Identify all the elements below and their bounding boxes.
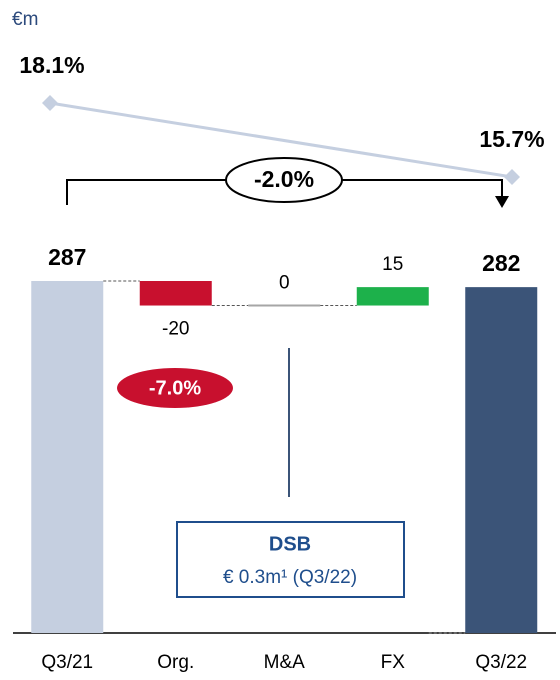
callout-title: DSB [269, 533, 311, 555]
value-label: 0 [279, 273, 290, 294]
change-ellipse [225, 157, 343, 203]
value-label: 287 [48, 244, 86, 270]
x-tick-label: Q3/21 [41, 652, 93, 673]
organic-change: -7.0% [149, 377, 201, 399]
x-tick-label: Org. [157, 652, 194, 673]
arrow-head [495, 196, 509, 208]
margin-point [42, 95, 58, 111]
value-label: -20 [162, 319, 189, 340]
value-label: 15 [382, 254, 403, 275]
margin-label: 15.7% [479, 126, 544, 152]
x-tick-label: Q3/22 [475, 652, 527, 673]
x-tick-label: FX [381, 652, 406, 673]
margin-line [49, 101, 513, 179]
margin-point [504, 169, 520, 185]
bar [31, 280, 104, 633]
callout-box [176, 521, 405, 598]
bar [139, 280, 212, 306]
value-label: 282 [482, 250, 520, 276]
bar [356, 287, 429, 306]
organic-ellipse [117, 368, 233, 408]
x-tick-label: M&A [264, 652, 306, 673]
bar [465, 287, 538, 633]
margin-label: 18.1% [19, 52, 84, 78]
callout-text: € 0.3m¹ (Q3/22) [223, 567, 357, 588]
total-change: -2.0% [254, 166, 314, 192]
unit-label: €m [12, 9, 38, 30]
